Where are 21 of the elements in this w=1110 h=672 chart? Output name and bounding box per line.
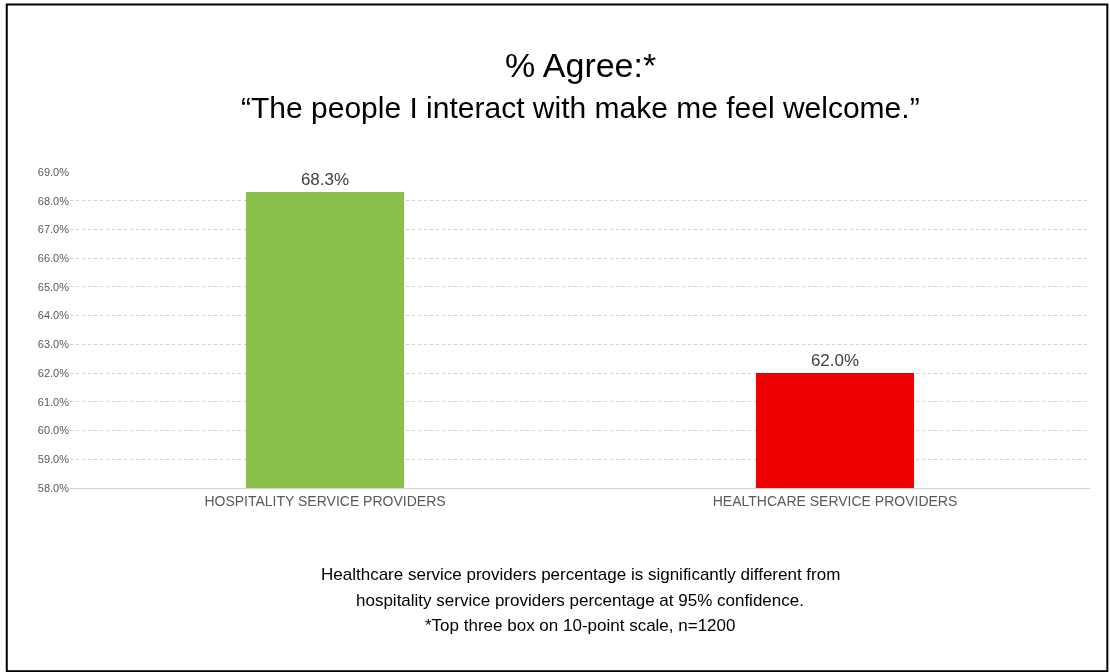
text: Healthcare service providers percentage is significantly different from (321, 565, 841, 584)
text: hospitality service providers percentage at 95% confidence. (356, 591, 804, 610)
y-tick-label: 59.0% (37, 453, 70, 466)
y-tick-label: 60.0% (37, 424, 70, 437)
y-tick-label: 63.0% (37, 338, 70, 351)
chart-title: % Agree:* (505, 46, 657, 84)
y-tick-label: 69.0% (37, 165, 70, 178)
y-tick-label: 58.0% (37, 481, 70, 494)
y-tick-label: 62.0% (37, 366, 70, 379)
text: *Top three box on 10-point scale, n=1200 (425, 616, 736, 635)
data-label: 68.3% (300, 170, 350, 190)
x-tick-label: HEALTHCARE SERVICE PROVIDERS (712, 492, 958, 509)
y-tick-label: 68.0% (37, 194, 70, 207)
data-label: 62.0% (810, 351, 860, 371)
y-tick-label: 67.0% (37, 223, 70, 236)
y-tick-label: 65.0% (37, 280, 70, 293)
x-tick-label: HOSPITALITY SERVICE PROVIDERS (204, 492, 446, 509)
y-tick-label: 66.0% (37, 252, 70, 265)
chart-subtitle: “The people I interact with make me feel welcome.” (241, 91, 920, 124)
y-tick-label: 64.0% (37, 309, 70, 322)
y-tick-label: 61.0% (37, 395, 70, 408)
